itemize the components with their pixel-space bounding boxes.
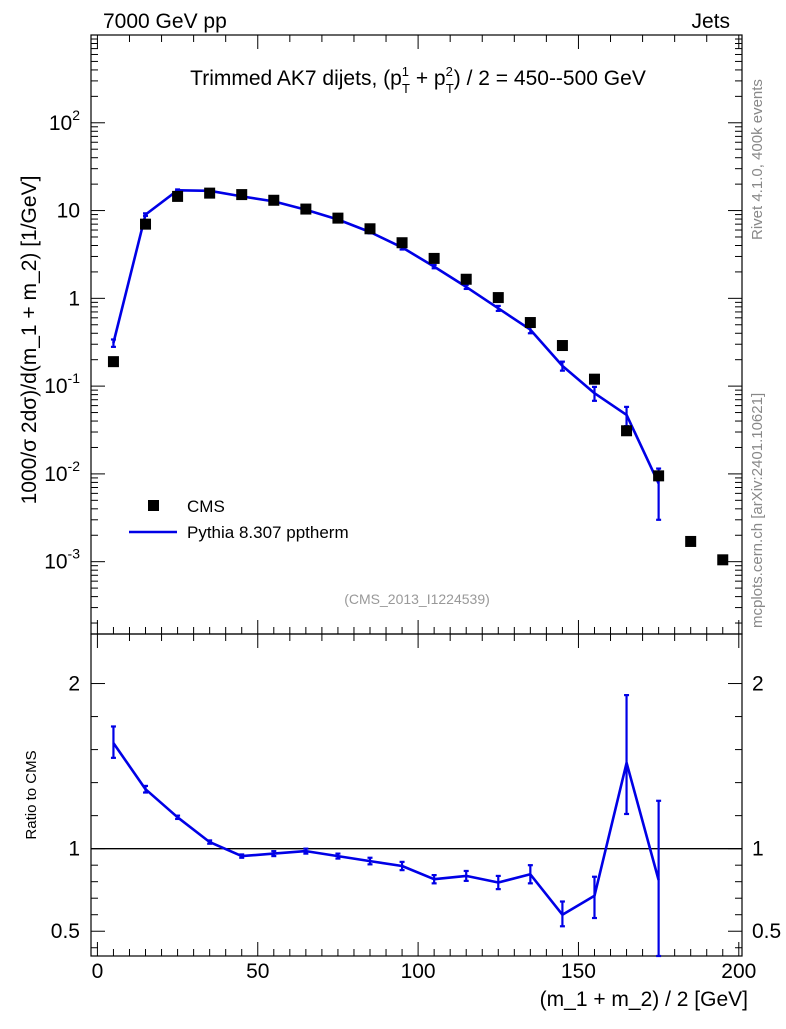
main-y-tick-label: 10-3 [44,546,80,574]
cms-data-point [364,223,376,235]
main-y-tick-label: 1 [68,287,80,310]
ratio-x-tick-label: 100 [401,960,436,983]
cms-data-point [653,470,665,482]
ratio-x-tick-label: 0 [92,960,104,983]
main-y-tick-label: 10-1 [44,370,80,398]
cms-data-point [268,194,280,206]
ratio-y-tick-label-right: 1 [752,838,764,861]
ratio-x-tick-label: 50 [246,960,269,983]
cms-data-point [107,356,119,368]
legend: CMS Pythia 8.307 pptherm [129,497,349,542]
ratio-y-ticks: 0.5 0.5 1 1 2 2 [51,673,781,949]
cms-data-point [140,218,152,230]
ratio-panel: Ratio to CMS (m_1 + m_2) / 2 [GeV] 0.5 0.… [23,633,781,1011]
cms-data-point [685,535,697,547]
ratio-y-tick-label: 1 [68,838,80,861]
ratio-y-tick-label: 0.5 [51,920,80,943]
main-y-tick-label: 10 [57,200,80,223]
cms-data-point [428,252,440,264]
ratio-panel-frame [90,633,743,957]
ratio-x-axis-label: (m_1 + m_2) / 2 [GeV] [540,988,748,1011]
cms-data-point [460,273,472,285]
mcplots-source-label: mcplots.cern.ch [arXiv:2401.10621] [749,393,766,628]
cms-data-point [236,189,248,201]
cms-data-point [492,292,504,304]
ratio-y-axis-label: Ratio to CMS [23,750,40,839]
ratio-y-tick-label-right: 0.5 [752,920,781,943]
main-plot-title: Trimmed AK7 dijets, (p1 T + p2 T) / 2 = 45… [190,64,646,96]
main-panel: Trimmed AK7 dijets, (p1 T + p2 T) / 2 = 45… [18,34,743,635]
ratio-y-tick-label: 2 [68,673,80,696]
main-x-ticks [96,35,740,634]
cms-data-point [172,190,184,202]
mc-series-main [110,188,662,521]
cms-data-point [621,425,633,437]
mc-ratio-line [112,742,660,917]
legend-cms-label: CMS [187,497,225,516]
category-label: Jets [691,10,730,33]
analysis-reference-label: (CMS_2013_I1224539) [344,591,490,607]
cms-data-point [588,373,600,385]
legend-cms-marker [148,500,159,511]
energy-label: 7000 GeV pp [103,10,227,33]
main-panel-frame [90,34,743,635]
mc-main-line [112,189,660,484]
cms-data-point [300,203,312,215]
main-y-tick-label: 102 [49,107,80,135]
legend-pythia-label: Pythia 8.307 pptherm [187,523,349,542]
mc-series-ratio [110,693,662,958]
ratio-x-ticks: 0 50 100 150 200 [92,634,756,983]
main-y-axis-label: 1000/σ 2dσ)/d(m_1 + m_2) [1/GeV] [18,176,41,505]
main-y-tick-label: 10-2 [44,458,80,486]
ratio-x-tick-label: 150 [561,960,596,983]
ratio-x-tick-label: 200 [721,960,756,983]
cms-data-point [556,340,568,352]
ratio-y-tick-label-right: 2 [752,673,764,696]
cms-data-point [524,317,536,329]
cms-data-points [107,187,729,566]
main-y-ticks: 10-3 10-2 10-1 1 10 102 [44,34,742,624]
cms-data-point [332,212,344,224]
cms-data-point [204,187,216,199]
rivet-version-label: Rivet 4.1.0, 400k events [749,79,766,240]
cms-data-point [717,554,729,566]
cms-data-point [396,237,408,249]
